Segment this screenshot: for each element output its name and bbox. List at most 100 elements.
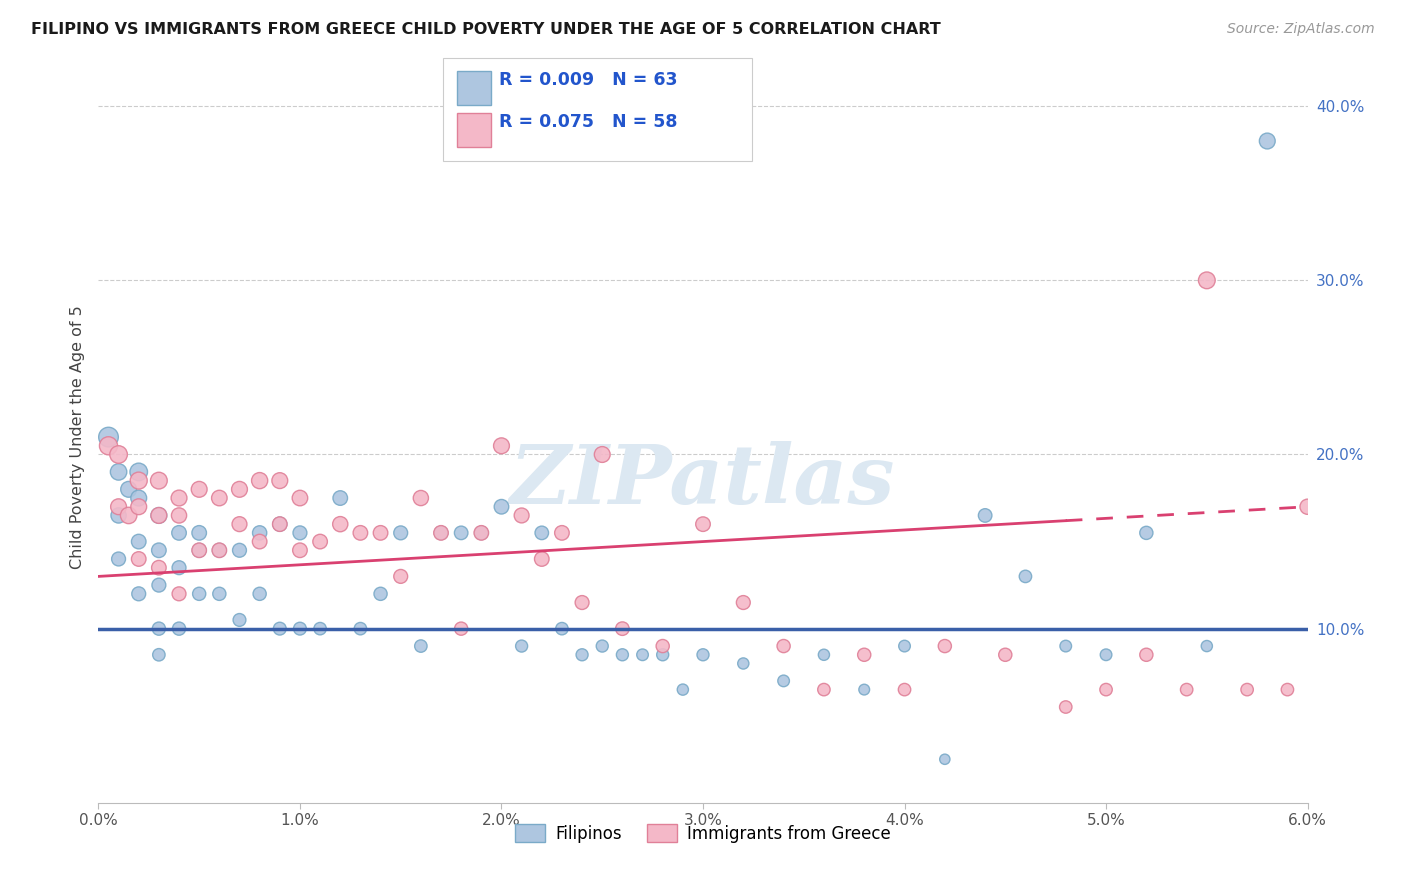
Point: [571, 595, 593, 609]
Point: [107, 448, 129, 462]
Point: [370, 587, 392, 601]
Point: [510, 508, 533, 523]
Point: [1014, 569, 1036, 583]
Point: [148, 648, 170, 662]
Point: [188, 543, 211, 558]
Point: [188, 483, 211, 497]
Point: [228, 613, 250, 627]
Point: [672, 682, 695, 697]
Point: [450, 622, 472, 636]
Point: [249, 587, 271, 601]
Point: [128, 552, 150, 566]
Point: [349, 525, 371, 540]
Point: [249, 534, 271, 549]
Point: [148, 543, 170, 558]
Point: [1277, 682, 1299, 697]
Point: [1054, 639, 1077, 653]
Point: [813, 648, 835, 662]
Point: [934, 639, 956, 653]
Point: [208, 587, 231, 601]
Point: [470, 525, 492, 540]
Point: [1135, 648, 1157, 662]
Point: [269, 517, 291, 532]
Point: [208, 491, 231, 505]
Point: [692, 517, 714, 532]
Point: [409, 491, 432, 505]
Point: [389, 525, 412, 540]
Point: [167, 560, 190, 574]
Point: [269, 517, 291, 532]
Point: [128, 491, 150, 505]
Point: [1195, 273, 1218, 287]
Point: [974, 508, 997, 523]
Point: [107, 508, 129, 523]
Point: [733, 657, 755, 671]
Point: [349, 622, 371, 636]
Point: [188, 543, 211, 558]
Point: [491, 439, 513, 453]
Point: [167, 508, 190, 523]
Point: [813, 682, 835, 697]
Point: [551, 622, 574, 636]
Y-axis label: Child Poverty Under the Age of 5: Child Poverty Under the Age of 5: [69, 305, 84, 569]
Point: [128, 587, 150, 601]
Point: [128, 500, 150, 514]
Point: [934, 752, 956, 766]
Point: [1236, 682, 1258, 697]
Point: [329, 517, 352, 532]
Point: [228, 543, 250, 558]
Point: [994, 648, 1017, 662]
Point: [118, 508, 141, 523]
Point: [591, 448, 613, 462]
Point: [772, 673, 794, 688]
Point: [167, 622, 190, 636]
Point: [1135, 525, 1157, 540]
Point: [551, 525, 574, 540]
Point: [128, 534, 150, 549]
Point: [118, 483, 141, 497]
Point: [208, 543, 231, 558]
Point: [853, 648, 876, 662]
Point: [772, 639, 794, 653]
Point: [167, 491, 190, 505]
Point: [470, 525, 492, 540]
Point: [1095, 648, 1118, 662]
Point: [309, 622, 332, 636]
Point: [530, 525, 553, 540]
Text: R = 0.075   N = 58: R = 0.075 N = 58: [499, 113, 678, 131]
Point: [329, 491, 352, 505]
Point: [148, 560, 170, 574]
Point: [651, 639, 673, 653]
Point: [249, 525, 271, 540]
Point: [97, 430, 120, 444]
Point: [1296, 500, 1319, 514]
Point: [148, 508, 170, 523]
Point: [188, 587, 211, 601]
Point: [530, 552, 553, 566]
Point: [148, 508, 170, 523]
Point: [97, 439, 120, 453]
Point: [510, 639, 533, 653]
Point: [651, 648, 673, 662]
Point: [288, 543, 311, 558]
Text: ZIPatlas: ZIPatlas: [510, 441, 896, 521]
Point: [288, 525, 311, 540]
Point: [148, 474, 170, 488]
Point: [612, 622, 634, 636]
Point: [370, 525, 392, 540]
Point: [1175, 682, 1198, 697]
Point: [591, 639, 613, 653]
Point: [148, 578, 170, 592]
Point: [128, 474, 150, 488]
Point: [893, 639, 915, 653]
Point: [430, 525, 453, 540]
Point: [853, 682, 876, 697]
Point: [450, 525, 472, 540]
Text: FILIPINO VS IMMIGRANTS FROM GREECE CHILD POVERTY UNDER THE AGE OF 5 CORRELATION : FILIPINO VS IMMIGRANTS FROM GREECE CHILD…: [31, 22, 941, 37]
Point: [309, 534, 332, 549]
Point: [631, 648, 654, 662]
Point: [269, 622, 291, 636]
Point: [188, 525, 211, 540]
Text: Source: ZipAtlas.com: Source: ZipAtlas.com: [1227, 22, 1375, 37]
Point: [167, 525, 190, 540]
